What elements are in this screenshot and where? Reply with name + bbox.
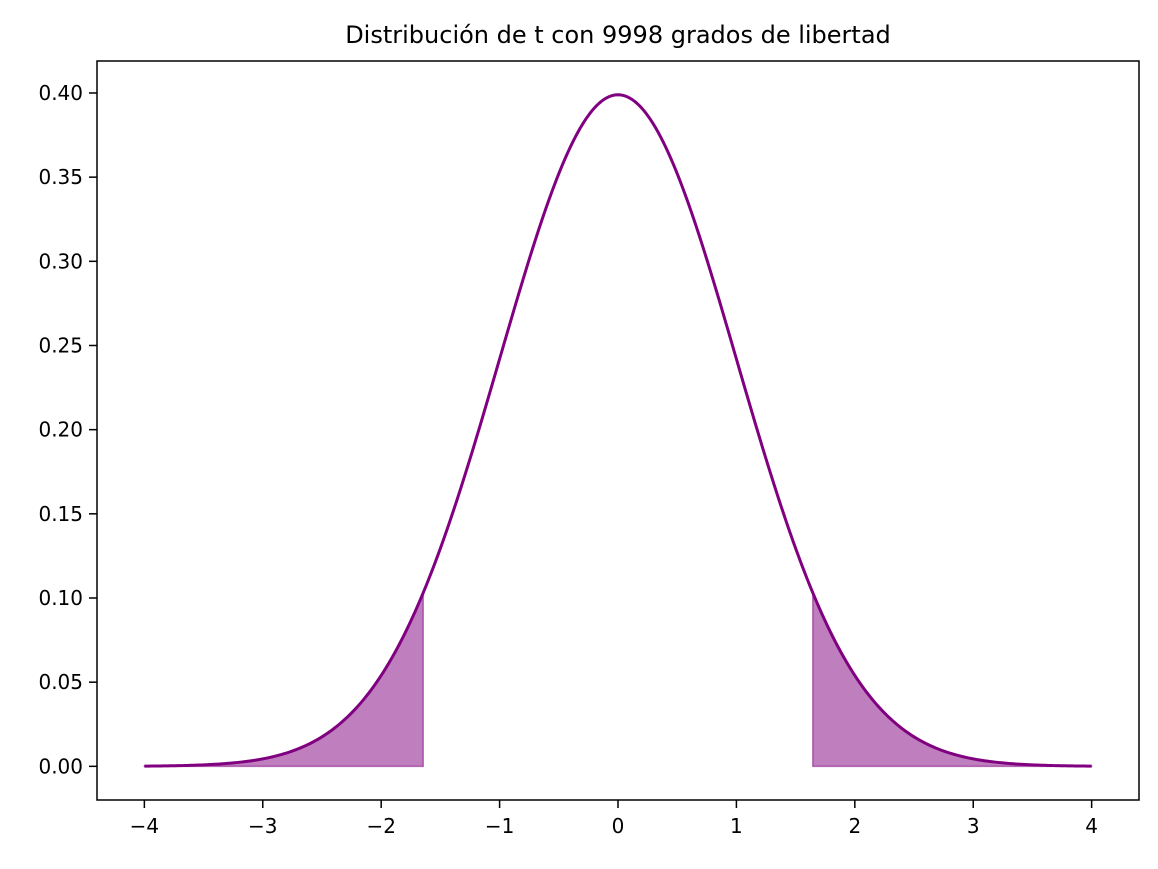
curve-layer [144,93,1092,768]
density-curve [144,93,1092,768]
y-tick-label: 0.35 [38,165,83,189]
y-tick-label: 0.05 [38,670,83,694]
y-tick-label: 0.25 [38,333,83,357]
y-tick-label: 0.10 [38,586,83,610]
x-tick-label: −1 [485,814,514,838]
y-tick-label: 0.15 [38,502,83,526]
x-axis: −4 −3 −2 −1 0 1 2 3 4 [130,800,1098,838]
x-tick-label: 2 [848,814,861,838]
y-tick-label: 0.20 [38,418,83,442]
x-tick-label: 1 [730,814,743,838]
x-tick-label: 0 [612,814,625,838]
x-tick-label: −3 [248,814,277,838]
y-tick-label: 0.40 [38,81,83,105]
y-tick-label: 0.30 [38,249,83,273]
chart-title: Distribución de t con 9998 grados de lib… [345,21,891,49]
x-tick-label: 3 [967,814,980,838]
y-tick-label: 0.00 [38,754,83,778]
x-tick-label: −2 [366,814,395,838]
x-tick-label: 4 [1085,814,1098,838]
x-tick-label: −4 [130,814,159,838]
y-axis: 0.00 0.05 0.10 0.15 0.20 0.25 0.30 0.35 0.40 [38,81,97,778]
